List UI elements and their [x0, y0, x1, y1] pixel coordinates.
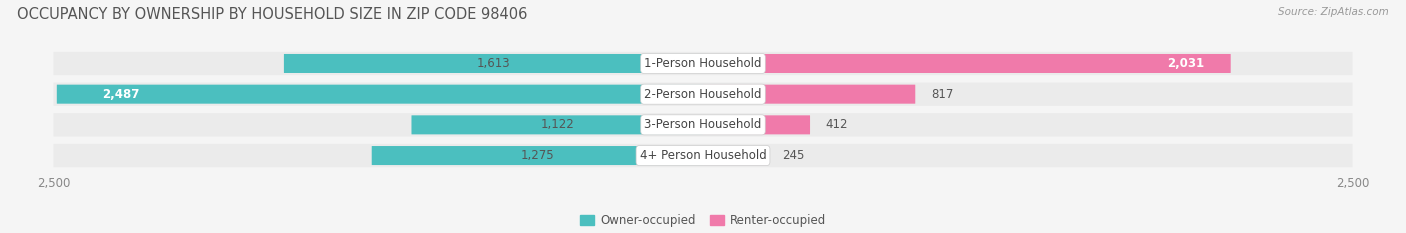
Text: 412: 412 [825, 118, 848, 131]
Text: 245: 245 [782, 149, 804, 162]
FancyBboxPatch shape [284, 54, 703, 73]
Text: 1,275: 1,275 [520, 149, 554, 162]
FancyBboxPatch shape [53, 82, 1353, 106]
FancyBboxPatch shape [53, 144, 1353, 167]
Text: 2,031: 2,031 [1167, 57, 1205, 70]
Text: OCCUPANCY BY OWNERSHIP BY HOUSEHOLD SIZE IN ZIP CODE 98406: OCCUPANCY BY OWNERSHIP BY HOUSEHOLD SIZE… [17, 7, 527, 22]
FancyBboxPatch shape [371, 146, 703, 165]
Text: 2,487: 2,487 [103, 88, 139, 101]
Text: 3-Person Household: 3-Person Household [644, 118, 762, 131]
FancyBboxPatch shape [703, 54, 1230, 73]
FancyBboxPatch shape [703, 146, 766, 165]
FancyBboxPatch shape [703, 85, 915, 104]
Text: Source: ZipAtlas.com: Source: ZipAtlas.com [1278, 7, 1389, 17]
FancyBboxPatch shape [53, 52, 1353, 75]
Text: 4+ Person Household: 4+ Person Household [640, 149, 766, 162]
Text: 817: 817 [931, 88, 953, 101]
Text: 1-Person Household: 1-Person Household [644, 57, 762, 70]
FancyBboxPatch shape [53, 113, 1353, 137]
Text: 1,613: 1,613 [477, 57, 510, 70]
Legend: Owner-occupied, Renter-occupied: Owner-occupied, Renter-occupied [575, 209, 831, 232]
FancyBboxPatch shape [412, 115, 703, 134]
FancyBboxPatch shape [56, 85, 703, 104]
Text: 1,122: 1,122 [540, 118, 574, 131]
Text: 2-Person Household: 2-Person Household [644, 88, 762, 101]
FancyBboxPatch shape [703, 115, 810, 134]
